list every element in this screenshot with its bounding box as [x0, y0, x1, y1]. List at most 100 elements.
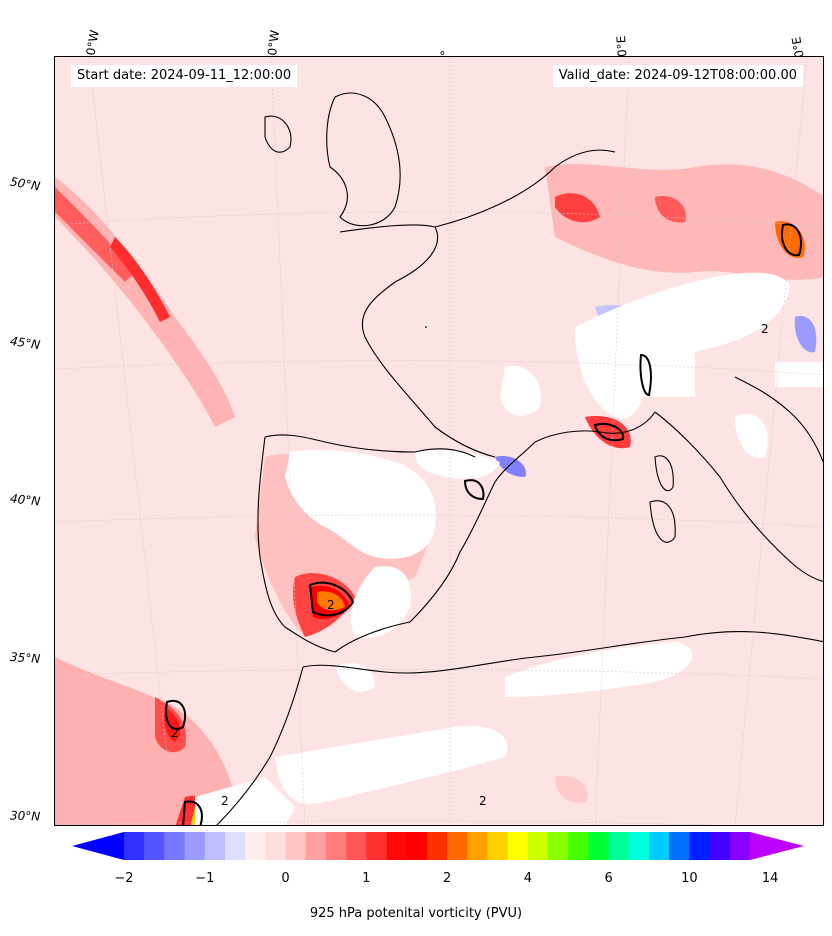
contour-label-adriatic: 2	[761, 322, 769, 336]
colorbar-tick-label: 4	[523, 871, 532, 886]
masked-region-pyrenees	[415, 450, 500, 479]
colorbar-cell	[305, 832, 327, 860]
colorbar-cells	[124, 832, 751, 860]
graticule-40n	[55, 514, 823, 528]
graticule-10e	[594, 57, 630, 825]
colorbar	[72, 832, 804, 860]
lat-label-30n: 30°N	[9, 808, 41, 824]
contour-label-morocco: 2	[221, 794, 229, 808]
colorbar-cell	[245, 832, 266, 860]
start-date-label: Start date: 2024-09-11_12:00:00	[71, 65, 298, 87]
pv-band-canary	[55, 657, 235, 825]
colorbar-cell	[447, 832, 468, 860]
coastline-italy-east	[734, 376, 823, 464]
graticule-50n	[55, 211, 823, 228]
graticule-20e	[734, 57, 808, 825]
coastline-north-sea	[434, 149, 616, 228]
masked-region-sierra-nevada	[351, 566, 411, 639]
coastline-north-africa	[302, 631, 823, 674]
graticule-10w	[270, 57, 306, 825]
colorbar-tick-label: 6	[604, 871, 613, 886]
colorbar-cell	[124, 832, 145, 860]
colorbar-cell	[204, 832, 226, 860]
colorbar-tick-label: 0	[281, 871, 290, 886]
graticule-35n	[55, 669, 823, 680]
coastline-spain-east	[334, 441, 536, 653]
lat-label-45n: 45°N	[9, 333, 42, 353]
contour-label-andalusia: 2	[327, 598, 335, 612]
masked-region-rif	[335, 663, 375, 692]
colorbar-cell	[426, 832, 448, 860]
map-panel[interactable]: 2 2 2 2 2 Start date: 2024-09-11_12:00:0…	[54, 56, 824, 826]
coastline-france-west	[339, 224, 496, 458]
colorbar-cell	[649, 832, 670, 860]
colorbar-cell	[325, 832, 347, 860]
colorbar-cell	[507, 832, 529, 860]
coastline-ireland	[264, 115, 292, 153]
contour-label-canary: 2	[171, 726, 179, 740]
coastline-corsica	[654, 455, 674, 492]
pv-blob-czech	[655, 196, 686, 223]
colorbar-tick-label: 2	[442, 871, 452, 886]
colorbar-cell	[224, 832, 246, 860]
colorbar-cell	[669, 832, 690, 860]
colorbar-cell	[689, 832, 711, 860]
colorbar-cell	[366, 832, 388, 860]
valid-date-label: Valid_date: 2024-09-12T08:00:00.00	[552, 65, 803, 87]
colorbar-extend-min	[72, 832, 124, 860]
colorbar-cell	[265, 832, 287, 860]
colorbar-cell	[608, 832, 630, 860]
graticule	[55, 57, 823, 825]
colorbar-extend-max	[750, 832, 804, 860]
coastline-morocco-atlantic	[216, 666, 304, 825]
contour-pv2-austria	[781, 223, 802, 257]
colorbar-cell	[588, 832, 610, 860]
colorbar-label: 925 hPa potenital vorticity (PVU)	[309, 906, 523, 921]
contour-pv2-morocco	[182, 800, 203, 825]
graticule-30n	[55, 820, 717, 825]
coastline-sardinia	[649, 500, 676, 543]
coastline-great-britain	[326, 92, 401, 227]
colorbar-cell	[386, 832, 408, 860]
colorbar-cell	[709, 832, 731, 860]
pv-blob-tunisia	[555, 776, 588, 803]
colorbar-cell	[467, 832, 488, 860]
coastline-gulf-of-lion	[534, 411, 656, 443]
colorbar-cell	[729, 832, 751, 860]
coastline-iberia-north	[264, 434, 476, 458]
pv-2-contours	[165, 223, 802, 825]
colorbar-tick-label: 10	[681, 871, 698, 886]
masked-region-anti-atlas	[195, 777, 295, 825]
masked-region-massif-central	[500, 366, 541, 416]
colorbar-cell	[487, 832, 509, 860]
colorbar-cell	[568, 832, 589, 860]
pv-blob-canary-core	[164, 707, 181, 742]
colorbar-tick-label: −2	[114, 871, 134, 886]
lat-label-50n: 50°N	[9, 174, 42, 194]
masked-region-saharan-atlas	[505, 642, 693, 697]
colorbar-cell	[548, 832, 569, 860]
pv-band-atlantic-2	[55, 187, 135, 282]
graticule-20w	[88, 57, 176, 825]
pv-blob-andalusia-orange	[317, 591, 345, 611]
colorbar-cell	[285, 832, 307, 860]
pv-blob-germany	[555, 193, 600, 223]
contour-pv2-canary	[165, 699, 186, 730]
coastline-italy-west	[654, 411, 823, 582]
colorbar-cell	[628, 832, 650, 860]
contour-label-tunisia: 2	[479, 794, 487, 808]
masked-region-balkans	[775, 362, 823, 387]
masked-region-alps	[575, 272, 790, 419]
colorbar-cell	[527, 832, 549, 860]
masked-region-meseta	[285, 450, 436, 559]
colorbar-cell	[346, 832, 367, 860]
masked-region-atlas	[275, 726, 508, 804]
colorbar-tick-label: 14	[761, 871, 779, 886]
coastline-portugal	[257, 436, 336, 653]
contour-pv2-andalusia	[308, 581, 355, 617]
lat-label-35n: 35°N	[9, 649, 41, 667]
pv-band-atlantic-3	[110, 237, 170, 322]
pv-neg-ebro	[495, 456, 526, 477]
colorbar-cell	[406, 832, 428, 860]
colorbar-tick-label: −1	[195, 871, 215, 886]
